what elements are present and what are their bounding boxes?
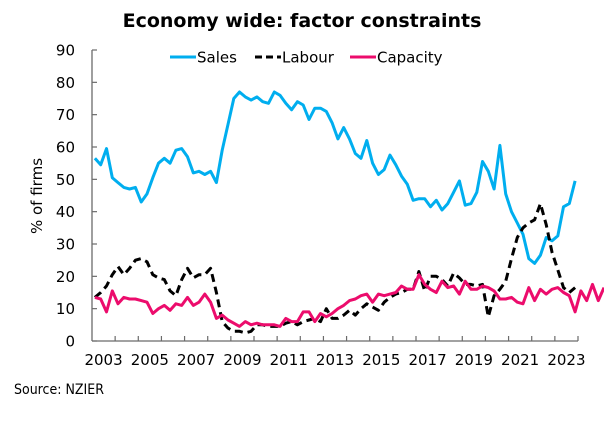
x-tick-label: 2003 (84, 351, 122, 369)
legend: Sales Labour Capacity (170, 49, 443, 67)
chart-title: Economy wide: factor constraints (122, 10, 482, 32)
x-tick-label: 2013 (316, 351, 354, 369)
legend-label: Labour (282, 49, 335, 67)
x-tick-label: 2009 (223, 351, 261, 369)
series-line-labour (93, 202, 577, 335)
x-tick-label: 2017 (408, 351, 446, 369)
source-note: Source: NZIER (14, 382, 104, 398)
series-layer (93, 90, 604, 335)
series-line-capacity (94, 273, 604, 328)
legend-label: Sales (197, 49, 237, 67)
y-tick-label: 10 (56, 300, 75, 318)
legend-item-sales: Sales (170, 49, 237, 67)
legend-label: Capacity (377, 49, 443, 67)
x-tick-label: 2023 (547, 351, 585, 369)
y-tick-label: 40 (56, 203, 75, 221)
axes: 0 10 20 30 40 50 60 70 80 90 2003 2005 2007 2009 2011 2… (56, 42, 586, 370)
y-tick-label: 70 (56, 106, 75, 124)
x-tick-label: 2005 (131, 351, 169, 369)
legend-item-capacity: Capacity (350, 49, 443, 67)
y-tick-label: 90 (56, 42, 75, 60)
x-tick-label: 2015 (362, 351, 400, 369)
y-tick-label: 60 (56, 139, 75, 157)
y-tick-label: 50 (56, 171, 75, 189)
series-line-sales (93, 90, 577, 265)
x-tick-label: 2011 (270, 351, 308, 369)
y-tick-label: 20 (56, 268, 75, 286)
y-tick-label: 0 (65, 333, 75, 351)
x-tick-label: 2007 (177, 351, 215, 369)
legend-item-labour: Labour (255, 49, 335, 67)
y-axis-title: % of firms (28, 158, 46, 234)
y-tick-label: 80 (56, 74, 75, 92)
x-tick-label: 2019 (455, 351, 493, 369)
y-tick-label: 30 (56, 236, 75, 254)
x-tick-label: 2021 (501, 351, 539, 369)
